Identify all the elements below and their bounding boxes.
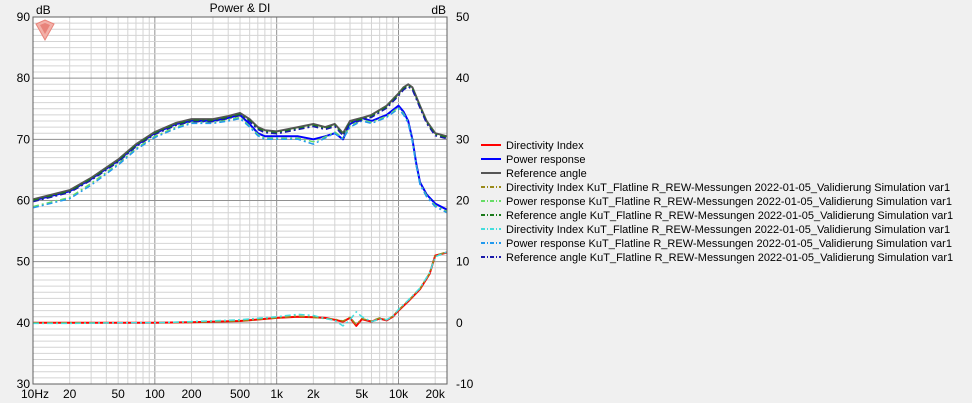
legend-label: Reference angle KuT_Flatline R_REW-Messu… [506,210,953,222]
x-tick-label: 50 [111,387,125,401]
legend-label: Directivity Index KuT_Flatline R_REW-Mes… [506,182,950,194]
y-right-tick-label: -10 [456,377,474,391]
series-line-9 [32,85,448,203]
x-axis-ticks: 10Hz 20 50 100 200 500 1k 2k 5k 10k 20k [21,387,446,401]
x-tick-label: 20k [426,387,446,401]
y-right-tick-label: 50 [456,10,470,24]
x-tick-label: 1k [270,387,284,401]
y-right-tick-label: 40 [456,71,470,85]
right-axis-unit: dB [431,3,446,17]
y-right-tick-label: 0 [456,316,463,330]
y-left-tick-label: 40 [17,316,31,330]
chart-title: Power & DI [210,1,271,15]
x-tick-label: 10Hz [21,387,49,401]
x-tick-label: 2k [307,387,321,401]
legend-label: Power response [506,154,586,166]
legend-label: Directivity Index [506,140,584,152]
series-line-5 [32,106,448,213]
series-line-8 [32,108,448,214]
series-lines [32,83,448,327]
y-left-tick-label: 60 [17,194,31,208]
x-tick-label: 500 [230,387,250,401]
y-left-tick-label: 80 [17,71,31,85]
legend-label: Power response KuT_Flatline R_REW-Messun… [506,196,952,208]
legend: Directivity Index Power response Reference… [481,140,953,264]
y-left-tick-label: 50 [17,255,31,269]
y-left-tick-label: 70 [17,132,31,146]
series-line-3 [32,83,448,201]
x-tick-label: 200 [181,387,201,401]
x-tick-label: 5k [355,387,369,401]
y-left-tick-label: 90 [17,10,31,24]
rew-logo-icon [35,19,55,42]
y-left-tick-label: 30 [17,377,31,391]
x-tick-label: 100 [145,387,165,401]
y-axis-ticks: 30 40 50 60 70 80 90 -10 0 10 20 30 40 50 [17,10,474,391]
x-tick-label: 20 [63,387,77,401]
y-right-tick-label: 30 [456,132,470,146]
series-line-7 [33,251,448,327]
legend-label: Reference angle [506,168,587,180]
grid [33,16,447,385]
legend-label: Power response KuT_Flatline R_REW-Messun… [506,238,952,250]
legend-label: Reference angle KuT_Flatline R_REW-Messu… [506,252,953,264]
left-axis-unit: dB [36,3,51,17]
y-right-tick-label: 10 [456,255,470,269]
legend-label: Directivity Index KuT_Flatline R_REW-Mes… [506,224,950,236]
series-line-6 [32,84,448,202]
x-tick-label: 10k [389,387,409,401]
y-right-tick-label: 20 [456,194,470,208]
plot-frame [32,16,448,385]
